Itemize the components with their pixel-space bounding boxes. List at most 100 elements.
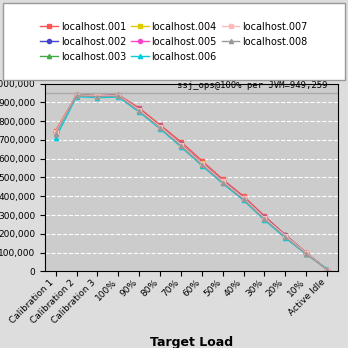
localhost.003 [221,180,225,184]
localhost.004 [95,94,100,98]
Line: localhost.003: localhost.003 [54,93,329,272]
localhost.008 [116,94,120,98]
Text: ssj_ops@100% per JVM=949,259: ssj_ops@100% per JVM=949,259 [177,81,327,90]
localhost.002 [116,93,120,97]
localhost.003 [325,268,329,272]
Line: localhost.007: localhost.007 [54,93,329,272]
localhost.004 [200,161,204,166]
Line: localhost.001: localhost.001 [54,93,329,272]
localhost.001 [137,106,141,110]
localhost.007 [242,196,246,200]
localhost.007 [262,216,267,220]
localhost.006 [158,127,162,131]
localhost.005 [262,216,267,220]
localhost.008 [179,144,183,148]
localhost.001 [242,194,246,198]
Legend: localhost.001, localhost.002, localhost.003, localhost.004, localhost.005, local: localhost.001, localhost.002, localhost.… [38,19,310,64]
localhost.003 [283,234,287,238]
localhost.001 [54,128,58,133]
localhost.004 [325,268,329,272]
localhost.004 [283,234,287,238]
Line: localhost.004: localhost.004 [54,93,329,272]
localhost.005 [95,94,100,98]
localhost.008 [325,268,329,272]
Line: localhost.005: localhost.005 [54,93,329,272]
localhost.001 [221,177,225,181]
localhost.008 [74,94,79,98]
localhost.001 [179,140,183,144]
localhost.006 [242,198,246,203]
localhost.002 [325,268,329,272]
localhost.008 [137,109,141,113]
localhost.006 [325,267,329,271]
localhost.005 [283,234,287,238]
localhost.006 [304,252,308,256]
localhost.002 [54,130,58,134]
localhost.002 [200,161,204,165]
localhost.006 [54,136,58,140]
localhost.003 [95,94,100,98]
localhost.004 [158,125,162,129]
localhost.005 [137,108,141,112]
Line: localhost.008: localhost.008 [54,94,329,272]
localhost.008 [158,126,162,130]
localhost.006 [283,236,287,240]
localhost.004 [116,93,120,97]
localhost.007 [283,234,287,238]
localhost.003 [304,252,308,256]
localhost.004 [262,216,267,220]
localhost.008 [221,181,225,185]
localhost.004 [242,196,246,200]
localhost.006 [262,218,267,222]
localhost.001 [304,251,308,255]
localhost.006 [200,164,204,168]
localhost.002 [137,108,141,112]
localhost.001 [325,268,329,272]
FancyBboxPatch shape [3,3,345,80]
localhost.007 [179,143,183,147]
localhost.002 [283,233,287,237]
localhost.006 [95,95,100,100]
localhost.004 [179,143,183,147]
localhost.007 [54,130,58,134]
X-axis label: Target Load: Target Load [150,336,233,348]
localhost.007 [95,94,100,98]
localhost.003 [242,197,246,201]
localhost.008 [54,132,58,136]
localhost.003 [200,162,204,166]
localhost.002 [242,196,246,200]
localhost.006 [116,95,120,99]
localhost.006 [137,110,141,114]
localhost.003 [116,94,120,98]
localhost.005 [221,180,225,184]
localhost.008 [262,217,267,221]
localhost.001 [95,94,100,98]
localhost.003 [137,108,141,112]
localhost.002 [74,93,79,97]
localhost.004 [137,108,141,112]
localhost.007 [200,161,204,166]
localhost.007 [325,268,329,272]
Line: localhost.006: localhost.006 [54,95,329,271]
localhost.003 [262,216,267,221]
localhost.008 [200,163,204,167]
localhost.002 [158,124,162,128]
localhost.005 [116,94,120,98]
localhost.008 [283,235,287,239]
localhost.006 [221,181,225,185]
localhost.007 [158,125,162,129]
localhost.002 [179,142,183,146]
localhost.001 [262,214,267,218]
localhost.003 [158,125,162,129]
localhost.002 [221,179,225,183]
localhost.003 [179,143,183,147]
localhost.006 [179,145,183,149]
localhost.005 [325,268,329,272]
localhost.002 [262,215,267,219]
localhost.005 [179,143,183,147]
localhost.004 [74,93,79,97]
localhost.005 [54,130,58,135]
localhost.006 [74,95,79,99]
localhost.001 [116,93,120,97]
localhost.003 [54,131,58,135]
